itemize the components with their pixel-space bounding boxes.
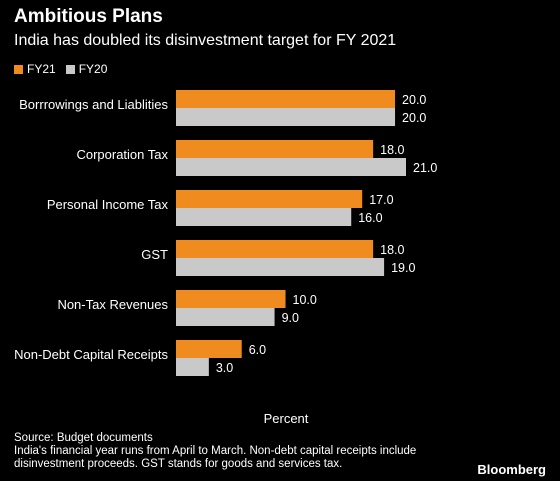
bar-fy21-non-debt-capital-receipts bbox=[176, 340, 242, 358]
data-label-fy21-borrrowings-and-liablities: 20.0 bbox=[402, 93, 426, 107]
bar-fy21-gst bbox=[176, 240, 374, 258]
category-label-non-debt-capital-receipts: Non-Debt Capital Receipts bbox=[14, 347, 168, 362]
bloomberg-logo: Bloomberg bbox=[477, 462, 546, 477]
legend-item-fy20: FY20 bbox=[65, 62, 108, 76]
bar-fy21-non-tax-revenues bbox=[176, 290, 286, 308]
bar-fy20-gst bbox=[176, 258, 385, 276]
data-label-fy20-borrrowings-and-liablities: 20.0 bbox=[402, 111, 426, 125]
legend-label-fy20: FY20 bbox=[78, 62, 108, 76]
chart-title: Ambitious Plans bbox=[14, 6, 163, 27]
data-label-fy20-corporation-tax: 21.0 bbox=[413, 161, 437, 175]
category-label-gst: GST bbox=[141, 247, 168, 262]
legend-item-fy21: FY21 bbox=[14, 62, 56, 76]
data-label-fy20-personal-income-tax: 16.0 bbox=[358, 211, 382, 225]
chart-subtitle: India has doubled its disinvestment targ… bbox=[14, 32, 397, 49]
bar-fy20-borrrowings-and-liablities bbox=[176, 108, 396, 126]
data-label-fy21-gst: 18.0 bbox=[380, 243, 404, 257]
data-label-fy21-non-debt-capital-receipts: 6.0 bbox=[249, 343, 266, 357]
legend-swatch-fy21 bbox=[14, 64, 23, 74]
legend: FY21 FY20 bbox=[14, 62, 117, 76]
bar-chart: Borrrowings and Liablities 20.0 20.0 Corpor… bbox=[14, 90, 437, 376]
bar-fy20-non-tax-revenues bbox=[176, 308, 275, 326]
data-label-fy20-non-tax-revenues: 9.0 bbox=[282, 311, 299, 325]
data-label-fy20-gst: 19.0 bbox=[391, 261, 415, 275]
source-text: Source: Budget documents bbox=[14, 432, 153, 444]
data-label-fy21-non-tax-revenues: 10.0 bbox=[293, 293, 317, 307]
legend-swatch-fy20 bbox=[65, 64, 75, 74]
category-label-borrrowings-and-liablities: Borrrowings and Liablities bbox=[19, 97, 168, 112]
bar-fy20-personal-income-tax bbox=[176, 208, 352, 226]
category-label-non-tax-revenues: Non-Tax Revenues bbox=[57, 297, 168, 312]
data-label-fy20-non-debt-capital-receipts: 3.0 bbox=[216, 361, 233, 375]
x-axis-label: Percent bbox=[263, 411, 309, 426]
category-label-personal-income-tax: Personal Income Tax bbox=[47, 197, 169, 212]
bar-fy21-borrrowings-and-liablities bbox=[176, 90, 396, 108]
bar-fy20-corporation-tax bbox=[176, 158, 406, 176]
bar-fy20-non-debt-capital-receipts bbox=[176, 358, 209, 376]
category-label-corporation-tax: Corporation Tax bbox=[76, 147, 168, 162]
data-label-fy21-corporation-tax: 18.0 bbox=[380, 143, 404, 157]
legend-label-fy21: FY21 bbox=[27, 62, 56, 76]
footnote-text: India's financial year runs from April t… bbox=[14, 445, 417, 470]
bar-fy21-corporation-tax bbox=[176, 140, 374, 158]
bar-fy21-personal-income-tax bbox=[176, 190, 363, 208]
data-label-fy21-personal-income-tax: 17.0 bbox=[369, 193, 393, 207]
